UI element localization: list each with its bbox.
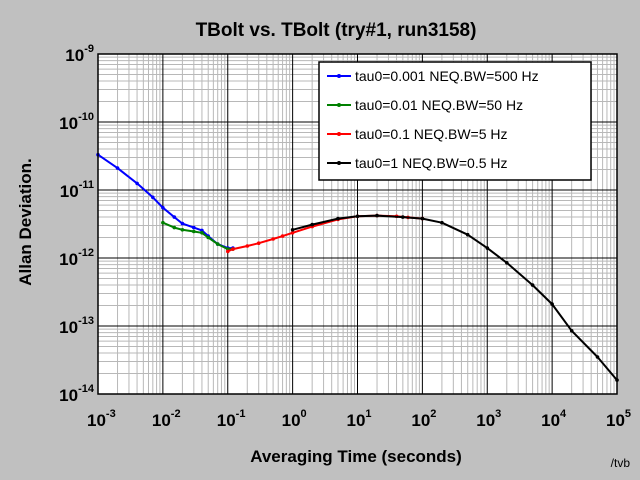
data-point [180,221,185,226]
data-point [200,231,204,235]
data-point [151,195,155,200]
data-point [172,215,177,219]
x-tick-label: 105 [606,408,631,430]
y-tick-label: 10-9 [65,43,94,65]
data-point [505,261,509,265]
data-point [256,241,261,245]
data-point [192,225,196,230]
x-tick-label: 10-3 [87,408,116,430]
y-tick-label: 10-11 [60,179,94,201]
data-point [135,181,139,186]
data-point [115,166,120,170]
data-point [485,246,490,250]
legend-marker [337,161,341,165]
y-tick-label: 10-10 [59,111,94,133]
legend-label: tau0=0.01 NEQ.BW=50 Hz [355,97,523,113]
data-point [355,214,360,219]
data-point [401,215,405,219]
tick-labels: 10-3 10-2 10-1 100 101 102 103 104 105 10-14 10-13… [59,43,631,430]
data-point [569,329,574,333]
data-point [530,283,535,287]
data-point [290,231,295,235]
data-point [310,222,315,227]
data-point [192,229,196,234]
legend: tau0=0.001 NEQ.BW=500 Hz tau0=0.01 NEQ.BW… [318,61,592,181]
legend-item: tau0=0.001 NEQ.BW=500 Hz [327,68,539,84]
legend-marker [337,132,341,136]
legend-label: tau0=0.1 NEQ.BW=5 Hz [355,126,508,142]
legend-label: tau0=0.001 NEQ.BW=500 Hz [355,68,539,84]
data-point [280,234,285,238]
data-point [245,244,250,248]
legend-marker [337,103,341,107]
x-tick-label: 101 [347,408,372,430]
chart-title: TBolt vs. TBolt (try#1, run3158) [196,20,477,41]
series-2 [161,220,235,251]
x-tick-label: 103 [476,408,501,430]
data-point [550,302,554,306]
legend-label: tau0=1 NEQ.BW=0.5 Hz [355,155,508,171]
plot-frame [97,53,618,395]
legend-item: tau0=0.1 NEQ.BW=5 Hz [327,126,508,142]
y-tick-label: 10-12 [59,247,94,269]
data-point [336,216,340,221]
data-point [375,213,379,218]
data-point [290,228,295,232]
data-point [172,225,177,230]
data-point [206,235,210,240]
x-tick-label: 100 [282,408,307,430]
data-point [161,220,165,225]
data-point [595,355,600,359]
data-point [465,232,470,237]
legend-item: tau0=1 NEQ.BW=0.5 Hz [327,155,508,171]
x-tick-label: 102 [411,408,436,430]
legend-marker [337,74,341,78]
series-4 [290,213,619,382]
data-point [420,216,425,221]
data-point [161,205,165,210]
legend-box [318,61,592,181]
series-line [292,214,618,381]
x-axis-label: Averaging Time (seconds) [250,447,462,466]
data-point [226,249,230,254]
x-tick-label: 10-1 [217,408,246,430]
data-point [271,237,275,241]
x-tick-label: 10-2 [152,408,181,430]
data-point [231,247,235,251]
data-point [215,242,220,246]
data-point [440,220,444,225]
y-tick-label: 10-14 [59,383,95,405]
y-tick-label: 10-13 [59,315,94,337]
credit-text: /tvb [611,456,631,470]
x-tick-label: 104 [541,408,567,430]
y-axis-label: Allan Deviation. [16,158,35,286]
data-point [180,228,185,232]
legend-item: tau0=0.01 NEQ.BW=50 Hz [327,97,523,113]
